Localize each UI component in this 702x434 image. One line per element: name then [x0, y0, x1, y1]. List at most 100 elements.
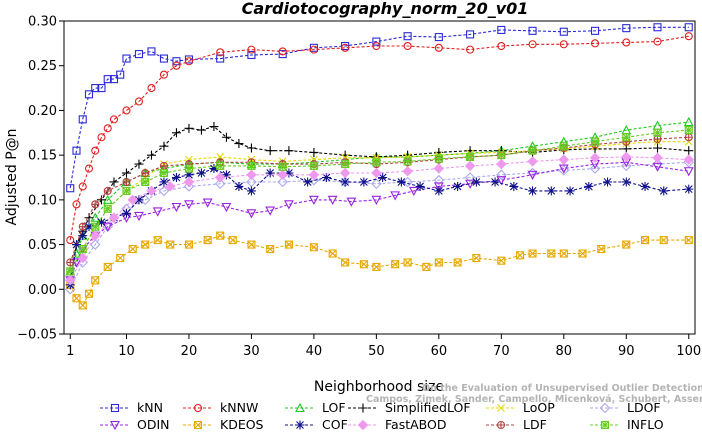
y-tick-label-3: 0.10 — [28, 193, 57, 208]
point-kdeos-12 — [203, 236, 212, 245]
point-cof-2 — [78, 231, 88, 241]
point-kdeos-4 — [91, 276, 100, 285]
series-knn — [66, 23, 693, 193]
point-kdeos-27 — [453, 258, 462, 267]
point-simplifiedlof-11 — [184, 123, 194, 133]
point-cof-11 — [184, 170, 194, 180]
point-ldf-3 — [103, 186, 112, 195]
point-knnw-23 — [497, 41, 506, 51]
point-fastabod-10 — [277, 169, 288, 181]
point-odin-10 — [202, 198, 213, 208]
point-ldf-5 — [141, 168, 150, 178]
point-inflo-19 — [559, 142, 568, 151]
point-simplifiedlof-8 — [146, 150, 156, 160]
point-simplifiedlof-14 — [221, 132, 231, 142]
point-cof-12 — [196, 168, 206, 178]
legend-item-ldf: LDF — [486, 417, 547, 432]
point-ldof-20 — [589, 163, 601, 174]
point-kdeos-38 — [659, 236, 668, 245]
point-inflo-1 — [78, 244, 87, 254]
point-cof-25 — [415, 181, 425, 191]
point-odin-11 — [221, 202, 232, 213]
point-knn-20 — [372, 37, 381, 46]
point-knn-21 — [403, 32, 412, 41]
point-kdeos-21 — [359, 260, 368, 269]
point-simplifiedlof-6 — [121, 168, 131, 178]
point-inflo-4 — [122, 186, 131, 195]
x-axis-label: Neighborhood size — [314, 379, 444, 395]
point-inflo-16 — [466, 152, 475, 161]
series-inflo — [66, 126, 693, 276]
point-knn-28 — [622, 24, 631, 33]
legend-label-loop: LoOP — [523, 400, 555, 415]
point-knn-1 — [72, 146, 81, 155]
point-fastabod-8 — [214, 172, 226, 183]
point-knn-26 — [559, 27, 568, 36]
point-inflo-15 — [434, 154, 443, 163]
series-line-lof — [69, 121, 689, 272]
point-odin-18 — [371, 195, 382, 206]
legend-item-odin: ODIN — [100, 417, 170, 432]
point-simplifiedlof-18 — [284, 146, 294, 156]
point-kdeos-5 — [103, 262, 112, 271]
x-tick-label-1: 10 — [118, 344, 135, 359]
x-tick-label-0: 1 — [66, 344, 74, 359]
point-knnw-11 — [159, 70, 169, 79]
point-cof-4 — [96, 217, 106, 227]
point-lof-24 — [683, 116, 694, 127]
legend-marker-knnw — [193, 403, 203, 413]
point-knn-17 — [278, 50, 287, 59]
series-line-cof — [69, 168, 689, 285]
point-kdeos-32 — [547, 249, 556, 258]
point-knn-6 — [103, 75, 112, 84]
point-knnw-7 — [109, 115, 119, 124]
legend-marker-ldof — [599, 402, 611, 414]
point-kdeos-16 — [266, 244, 275, 254]
point-ldof-14 — [402, 176, 413, 188]
point-odin-13 — [265, 206, 276, 216]
point-kdeos-26 — [434, 258, 443, 267]
point-cof-38 — [659, 186, 669, 196]
point-kdeos-3 — [84, 289, 94, 298]
legend-label-simplifiedlof: SimplifiedLOF — [385, 400, 471, 415]
point-knn-9 — [122, 54, 131, 63]
x-tick-label-10: 100 — [676, 344, 701, 359]
point-odin-8 — [171, 202, 182, 213]
point-fastabod-16 — [464, 160, 476, 172]
point-cof-14 — [221, 170, 231, 180]
point-knn-5 — [97, 84, 106, 93]
point-odin-16 — [327, 195, 338, 206]
point-fastabod-12 — [339, 167, 351, 179]
point-knn-24 — [497, 25, 506, 34]
legend-marker-loop — [497, 404, 505, 412]
point-fastabod-3 — [108, 212, 120, 223]
point-simplifiedlof-15 — [234, 139, 244, 149]
y-tick-label-1: 0.00 — [28, 283, 57, 298]
y-axis-label: Adjusted P@n — [4, 128, 20, 225]
point-odin-14 — [283, 200, 294, 210]
point-inflo-17 — [497, 151, 506, 160]
point-knn-8 — [116, 70, 125, 79]
point-inflo-21 — [622, 133, 631, 142]
point-knnw-9 — [134, 97, 144, 106]
series-line-ldof — [69, 161, 689, 290]
point-knn-11 — [147, 47, 156, 56]
point-knn-0 — [66, 184, 75, 193]
legend-marker-simplifiedlof — [358, 403, 368, 413]
point-odin-25 — [558, 164, 569, 174]
point-knn-4 — [91, 84, 100, 93]
point-knnw-24 — [528, 40, 537, 49]
point-kdeos-15 — [247, 240, 256, 249]
point-knn-2 — [78, 115, 87, 124]
point-simplifiedlof-19 — [309, 147, 319, 157]
point-odin-9 — [184, 200, 194, 210]
plot-frame — [63, 20, 696, 335]
point-cof-23 — [378, 173, 388, 182]
point-cof-24 — [396, 177, 406, 187]
legend-marker-inflo — [600, 420, 610, 430]
point-ldof-7 — [183, 181, 195, 192]
point-knnw-26 — [590, 39, 600, 48]
point-knnw-13 — [184, 57, 194, 66]
point-fastabod-21 — [621, 151, 632, 163]
point-fastabod-22 — [652, 152, 663, 164]
